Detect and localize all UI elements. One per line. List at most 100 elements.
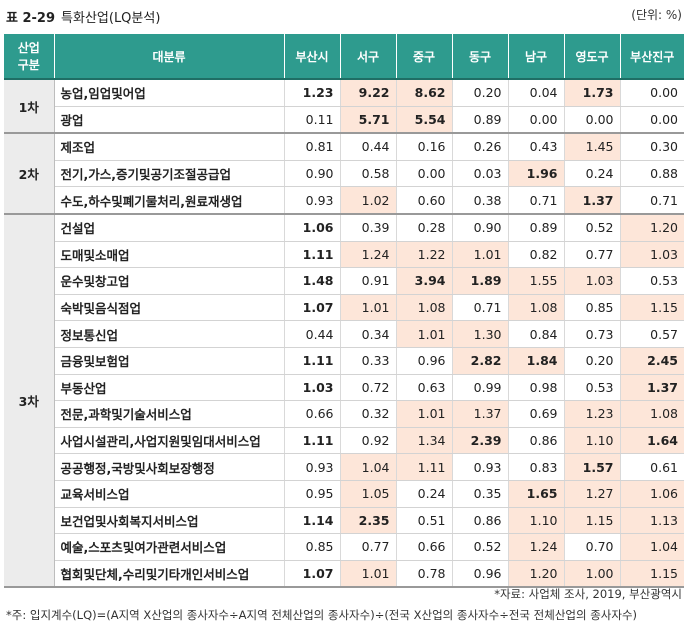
district-value: 1.22 [396, 241, 453, 269]
header-row: 산업 구분 대분류 부산시 서구 중구 동구 남구 영도구 부산진구 [4, 34, 684, 80]
table-row: 전문,과학및기술서비스업 0.66 0.32 1.01 1.37 0.69 1.23 1.08 [4, 400, 684, 428]
district-value: 1.96 [508, 160, 565, 188]
district-value: 1.03 [564, 267, 621, 295]
header-col: 부산진구 [620, 34, 684, 80]
district-value: 0.85 [564, 294, 621, 322]
district-value: 2.45 [620, 347, 684, 375]
district-value: 8.62 [396, 79, 453, 107]
district-value: 0.00 [620, 106, 684, 135]
district-value: 0.83 [508, 453, 565, 481]
district-value: 1.57 [564, 453, 621, 481]
busan-value: 1.07 [284, 294, 341, 322]
busan-value: 1.11 [284, 347, 341, 375]
table-row: 1차 농업,임업및어업 1.23 9.22 8.62 0.20 0.04 1.73 0.00 [4, 79, 684, 135]
district-value: 0.98 [508, 374, 565, 402]
district-value: 0.26 [452, 133, 509, 161]
district-value: 0.53 [564, 374, 621, 402]
table-row: 2차 제조업 0.81 0.44 0.16 0.26 0.43 1.45 0.30 [4, 133, 684, 215]
district-value: 1.10 [508, 507, 565, 535]
district-value: 1.04 [620, 533, 684, 561]
district-value: 0.61 [620, 453, 684, 481]
district-value: 1.08 [508, 294, 565, 322]
district-value: 0.35 [452, 480, 509, 508]
table-row: 도매및소매업 1.11 1.24 1.22 1.01 0.82 0.77 1.03 [4, 241, 684, 269]
district-value: 1.02 [340, 186, 397, 215]
district-value: 1.15 [620, 294, 684, 322]
district-value: 0.57 [620, 320, 684, 348]
district-value: 0.86 [452, 507, 509, 535]
district-value: 1.08 [620, 400, 684, 428]
table-row: 협회및단체,수리및기타개인서비스업 1.07 1.01 0.78 0.96 1.20 1.0… [4, 560, 684, 589]
table-row: 공공행정,국방및사회보장행정 0.93 1.04 1.11 0.93 0.83 1.57 0.… [4, 453, 684, 481]
district-value: 5.71 [340, 106, 397, 135]
district-value: 9.22 [340, 79, 397, 107]
busan-value: 1.23 [284, 79, 341, 107]
district-value: 0.00 [564, 106, 621, 135]
busan-value: 1.11 [284, 427, 341, 455]
table-title: 특화산업(LQ분석) [61, 10, 161, 26]
category-cell: 도매및소매업 [54, 241, 285, 269]
district-value: 0.24 [564, 160, 621, 188]
category-cell: 사업시설관리,사업지원및임대서비스업 [54, 427, 285, 455]
district-value: 1.23 [564, 400, 621, 428]
busan-value: 1.14 [284, 507, 341, 535]
district-value: 0.88 [620, 160, 684, 188]
busan-value: 1.03 [284, 374, 341, 402]
header-col: 남구 [508, 34, 565, 80]
district-value: 1.20 [620, 213, 684, 242]
district-value: 2.35 [340, 507, 397, 535]
category-cell: 제조업 [54, 133, 285, 161]
district-value: 1.27 [564, 480, 621, 508]
district-value: 1.37 [452, 400, 509, 428]
district-value: 1.01 [340, 560, 397, 589]
header-col: 서구 [340, 34, 397, 80]
header-col: 동구 [452, 34, 509, 80]
district-value: 0.16 [396, 133, 453, 161]
category-cell: 농업,임업및어업 [54, 79, 285, 107]
district-value: 0.00 [508, 106, 565, 135]
district-value: 1.08 [396, 294, 453, 322]
source-note: *자료: 사업체 조사, 2019, 부산광역시 [494, 587, 682, 601]
busan-value: 1.07 [284, 560, 341, 589]
table-row: 부동산업 1.03 0.72 0.63 0.99 0.98 0.53 1.37 [4, 374, 684, 402]
header-group-2: 구분 [17, 58, 40, 72]
district-value: 0.72 [340, 374, 397, 402]
district-value: 1.30 [452, 320, 509, 348]
district-value: 1.64 [620, 427, 684, 455]
district-value: 0.69 [508, 400, 565, 428]
district-value: 0.90 [452, 213, 509, 242]
table-caption: 표 2-29 특화산업(LQ분석) [6, 6, 160, 26]
district-value: 0.52 [564, 213, 621, 242]
header-col: 중구 [396, 34, 453, 80]
district-value: 0.00 [620, 79, 684, 107]
district-value: 0.70 [564, 533, 621, 561]
category-cell: 금융및보험업 [54, 347, 285, 375]
district-value: 0.43 [508, 133, 565, 161]
category-cell: 숙박및음식점업 [54, 294, 285, 322]
district-value: 0.51 [396, 507, 453, 535]
category-cell: 예술,스포츠및여가관련서비스업 [54, 533, 285, 561]
district-value: 1.20 [508, 560, 565, 589]
district-value: 1.01 [452, 241, 509, 269]
district-value: 0.78 [396, 560, 453, 589]
busan-value: 0.81 [284, 133, 341, 161]
table-number: 표 2-29 [6, 10, 56, 26]
table-body: 1차 농업,임업및어업 1.23 9.22 8.62 0.20 0.04 1.73 0.00 광업… [4, 79, 684, 589]
district-value: 0.60 [396, 186, 453, 215]
district-value: 1.05 [340, 480, 397, 508]
busan-value: 0.90 [284, 160, 341, 188]
district-value: 0.34 [340, 320, 397, 348]
district-value: 1.00 [564, 560, 621, 589]
district-value: 0.63 [396, 374, 453, 402]
district-value: 0.53 [620, 267, 684, 295]
header-group-1: 산업 [17, 41, 40, 55]
category-cell: 광업 [54, 106, 285, 135]
district-value: 0.92 [340, 427, 397, 455]
district-value: 1.04 [340, 453, 397, 481]
busan-value: 0.95 [284, 480, 341, 508]
district-value: 1.13 [620, 507, 684, 535]
district-value: 0.20 [452, 79, 509, 107]
busan-value: 1.48 [284, 267, 341, 295]
district-value: 1.34 [396, 427, 453, 455]
district-value: 1.37 [564, 186, 621, 215]
